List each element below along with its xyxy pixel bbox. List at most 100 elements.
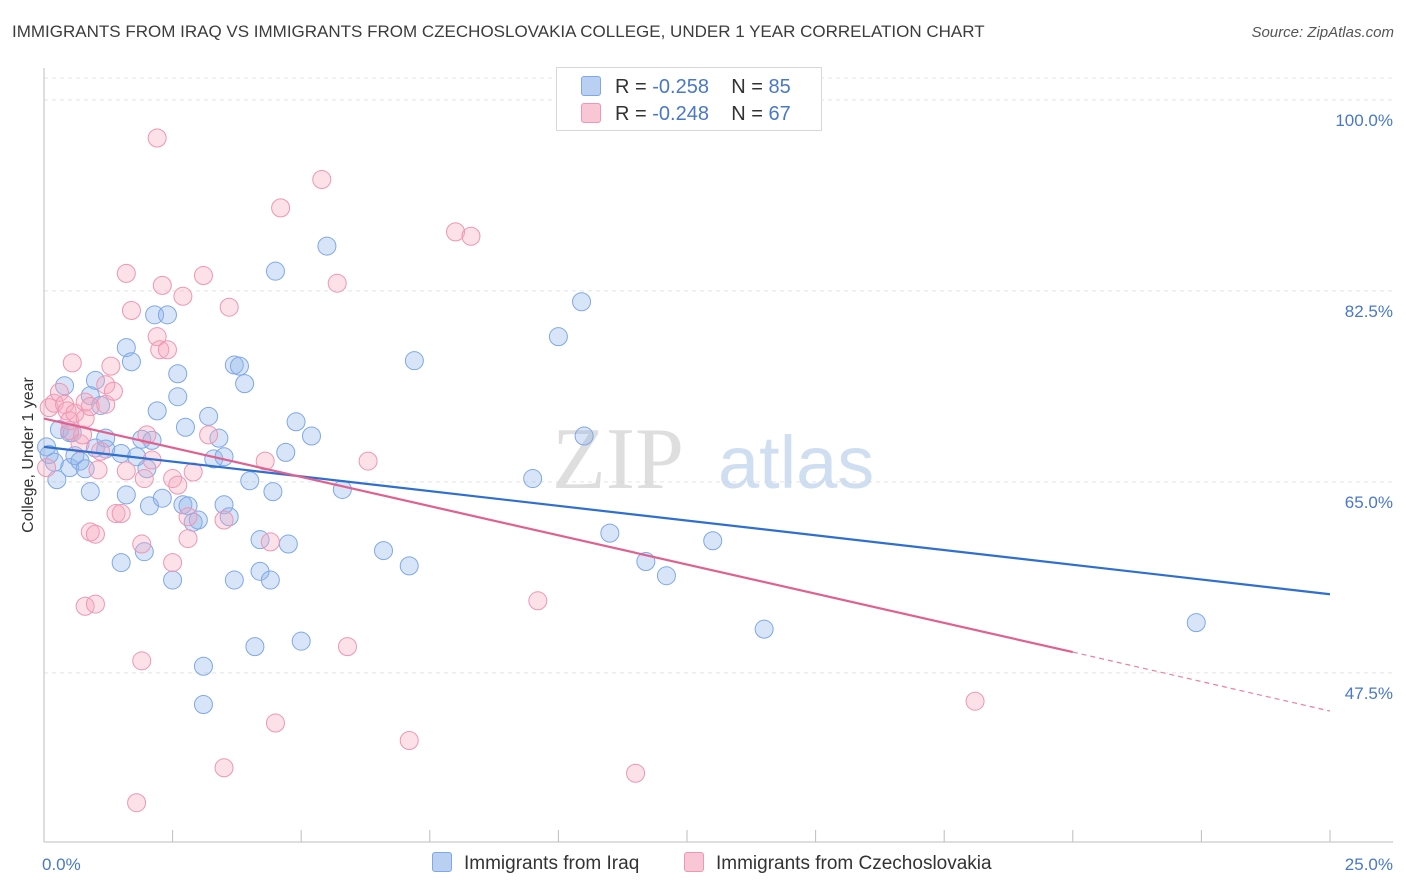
data-point-iraq — [286, 412, 306, 432]
data-point-czechoslovakia — [150, 340, 170, 360]
watermark-atlas: atlas — [718, 421, 874, 504]
data-point-iraq — [209, 428, 229, 448]
data-point-czechoslovakia — [199, 425, 219, 445]
data-point-czechoslovakia — [85, 594, 105, 614]
legend-swatch-iraq — [581, 76, 601, 96]
chart-title: IMMIGRANTS FROM IRAQ VS IMMIGRANTS FROM … — [12, 22, 985, 41]
chart-source: Source: ZipAtlas.com — [1251, 24, 1394, 41]
data-point-czechoslovakia — [312, 170, 332, 190]
data-point-czechoslovakia — [132, 651, 152, 671]
data-point-iraq — [291, 631, 311, 651]
data-point-czechoslovakia — [178, 507, 198, 527]
watermark-zip: ZIP — [552, 411, 684, 508]
data-points — [37, 128, 1206, 813]
data-point-czechoslovakia — [271, 198, 291, 218]
data-point-iraq — [193, 656, 213, 676]
data-point-iraq — [163, 570, 183, 590]
data-point-czechoslovakia — [358, 451, 378, 471]
data-point-czechoslovakia — [101, 356, 121, 376]
legend-n-label: N = — [731, 103, 763, 125]
data-point-czechoslovakia — [80, 397, 100, 417]
axis-labels: 47.5% 65.0% 82.5% 100.0% 0.0% 25.0% College, U… — [20, 111, 1393, 874]
data-point-iraq — [332, 479, 352, 499]
data-point-iraq — [219, 507, 239, 527]
bottom-legend-swatch-iraq — [432, 852, 452, 872]
data-point-iraq — [276, 442, 296, 462]
data-point-iraq — [263, 482, 283, 502]
legend-r-value-czechoslovakia: -0.248 — [652, 103, 709, 125]
legend-swatch-czechoslovakia — [581, 103, 601, 123]
data-point-czechoslovakia — [260, 532, 280, 552]
bottom-legend-label-iraq: Immigrants from Iraq — [464, 853, 640, 874]
legend-r-value-iraq: -0.258 — [652, 76, 709, 98]
data-point-iraq — [121, 352, 141, 372]
data-point-iraq — [404, 351, 424, 371]
data-point-iraq — [224, 570, 244, 590]
data-point-czechoslovakia — [116, 263, 136, 283]
data-point-czechoslovakia — [219, 297, 239, 317]
data-point-iraq — [260, 570, 280, 590]
data-point-iraq — [134, 542, 154, 562]
data-point-iraq — [399, 556, 419, 576]
data-point-iraq — [374, 541, 394, 561]
data-point-iraq — [55, 376, 75, 396]
data-point-iraq — [111, 553, 131, 573]
data-point-czechoslovakia — [147, 128, 167, 148]
data-point-czechoslovakia — [85, 524, 105, 544]
bottom-legend-label-czechoslovakia: Immigrants from Czechoslovakia — [716, 853, 992, 874]
data-point-czechoslovakia — [91, 441, 111, 461]
data-point-iraq — [301, 426, 321, 446]
data-point-czechoslovakia — [49, 382, 69, 402]
legend-n-value-iraq: 85 — [768, 76, 791, 98]
data-point-czechoslovakia — [163, 553, 183, 573]
data-point-czechoslovakia — [965, 691, 985, 711]
data-point-iraq — [278, 534, 298, 554]
bottom-legend-czechoslovakia: Immigrants from Czechoslovakia — [684, 852, 992, 875]
data-point-iraq — [229, 356, 249, 376]
legend-n-label: N = — [731, 76, 763, 98]
data-point-czechoslovakia — [337, 637, 357, 657]
data-point-iraq — [85, 370, 105, 390]
data-point-iraq — [265, 261, 285, 281]
data-point-iraq — [214, 447, 234, 467]
data-point-iraq — [754, 619, 774, 639]
data-point-iraq — [245, 637, 265, 657]
legend-row-czechoslovakia: R = -0.248 N = 67 — [581, 103, 791, 126]
data-point-czechoslovakia — [626, 763, 646, 783]
data-point-iraq — [317, 236, 337, 256]
data-point-czechoslovakia — [111, 503, 131, 523]
data-point-iraq — [235, 374, 255, 394]
data-point-iraq — [656, 566, 676, 586]
data-point-iraq — [199, 406, 219, 426]
data-point-iraq — [523, 469, 543, 489]
legend-r-label: R = — [615, 76, 647, 98]
data-point-iraq — [188, 510, 208, 530]
data-point-czechoslovakia — [178, 529, 198, 549]
bottom-legend-iraq: Immigrants from Iraq — [432, 852, 639, 875]
legend-r-label: R = — [615, 103, 647, 125]
y-tick-label: 65.0% — [1345, 493, 1393, 512]
data-point-czechoslovakia — [173, 286, 193, 306]
data-point-czechoslovakia — [134, 469, 154, 489]
data-point-czechoslovakia — [214, 510, 234, 530]
data-point-iraq — [60, 458, 80, 478]
x-tick-label: 0.0% — [42, 855, 81, 874]
data-point-iraq — [147, 401, 167, 421]
x-tick-label: 25.0% — [1345, 855, 1393, 874]
y-tick-label: 82.5% — [1345, 302, 1393, 321]
trend-line-czechoslovakia — [43, 417, 1074, 654]
y-tick-label: 47.5% — [1345, 684, 1393, 703]
data-point-czechoslovakia — [103, 381, 123, 401]
data-point-czechoslovakia — [127, 793, 147, 813]
data-point-czechoslovakia — [327, 273, 347, 293]
trend-line-czechoslovakia-extrapolated — [1072, 651, 1331, 712]
legend-row-iraq: R = -0.258 N = 85 — [581, 76, 791, 99]
data-point-czechoslovakia — [96, 375, 116, 395]
data-point-czechoslovakia — [168, 475, 188, 495]
y-axis-label: College, Under 1 year — [20, 377, 37, 533]
data-point-iraq — [80, 386, 100, 406]
data-point-iraq — [157, 305, 177, 325]
data-point-iraq — [548, 327, 568, 347]
data-point-iraq — [572, 292, 592, 312]
trend-lines — [43, 417, 1331, 712]
